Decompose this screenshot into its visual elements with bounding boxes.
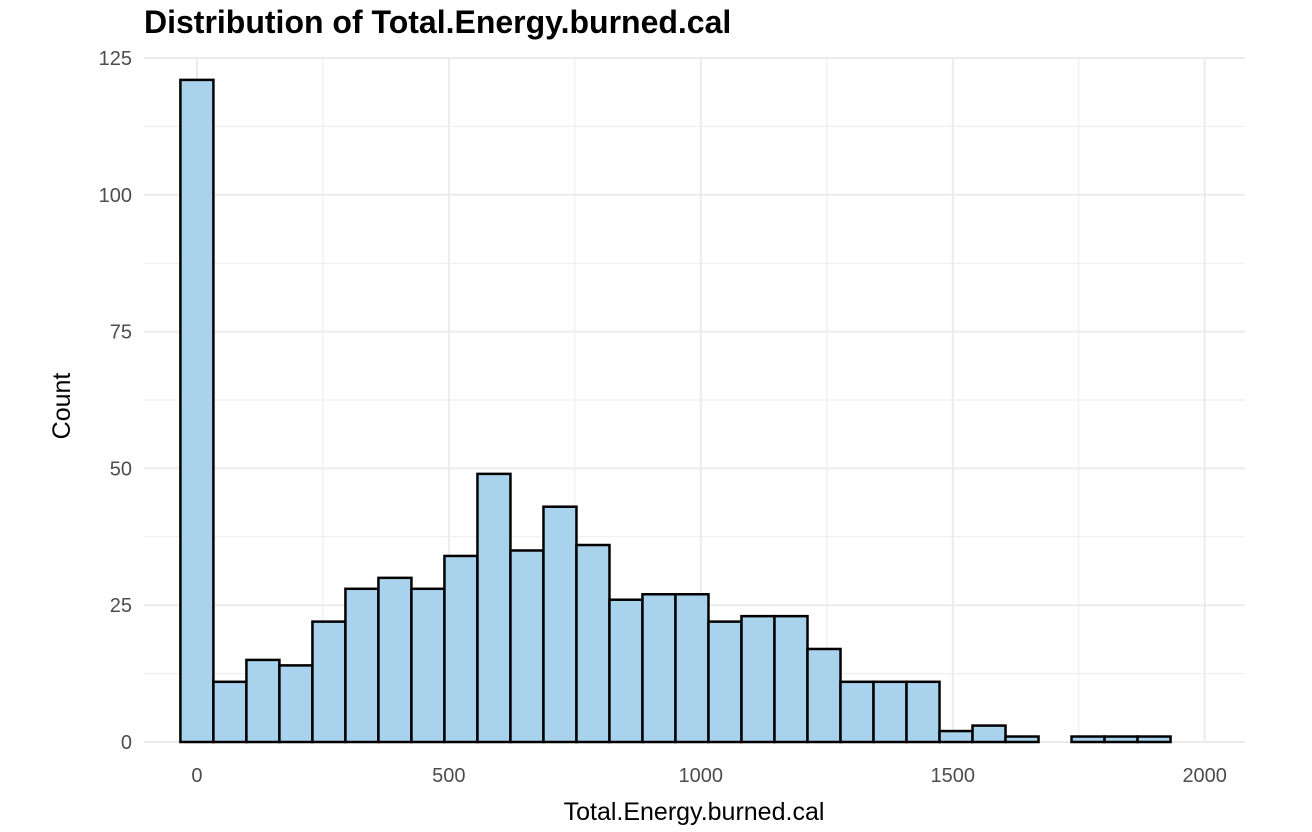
histogram-bar (641, 593, 677, 744)
x-tick-label: 0 (191, 765, 202, 787)
histogram-bar (212, 680, 248, 744)
histogram-bar (674, 593, 710, 744)
histogram-bar (1004, 735, 1040, 744)
histogram-bar (1103, 735, 1139, 744)
x-axis-title: Total.Energy.burned.cal (564, 798, 825, 826)
chart-title: Distribution of Total.Energy.burned.cal (144, 4, 732, 40)
y-axis-ticks: 0 25 50 75 100 125 (99, 48, 132, 754)
histogram-bar (443, 554, 479, 744)
histogram-bar (542, 505, 578, 744)
y-tick-label: 50 (110, 458, 132, 480)
x-axis-ticks: 0 500 1000 1500 2000 (191, 765, 1227, 787)
histogram-bar (509, 549, 545, 744)
histogram-bar (608, 598, 644, 744)
histogram-bar (1136, 735, 1172, 744)
histogram-bar (806, 647, 842, 744)
histogram-bar (938, 729, 974, 744)
histogram-bar (773, 614, 809, 744)
histogram-bar (872, 680, 908, 744)
y-tick-label: 100 (99, 185, 132, 207)
y-tick-label: 125 (99, 48, 132, 70)
histogram-bar (971, 724, 1007, 744)
x-tick-label: 1500 (930, 765, 975, 787)
histogram-bar (377, 576, 413, 744)
histogram-bar (179, 78, 215, 744)
x-tick-label: 500 (432, 765, 465, 787)
histogram-bar (839, 680, 875, 744)
histogram-bar (278, 664, 314, 744)
histogram-bar (245, 658, 281, 744)
histogram-bar (740, 614, 776, 744)
y-axis-title: Count (48, 373, 76, 440)
histogram-bar (707, 620, 743, 744)
x-tick-label: 2000 (1182, 765, 1227, 787)
histogram-bar (1070, 735, 1106, 744)
histogram-bar (410, 587, 446, 744)
histogram-bar (344, 587, 380, 744)
histogram-bar (311, 620, 347, 744)
histogram-bar (476, 472, 512, 744)
histogram-bar (575, 543, 611, 744)
y-tick-label: 0 (121, 732, 132, 754)
histogram-bars (179, 78, 1172, 744)
histogram-bar (905, 680, 941, 744)
x-tick-label: 1000 (679, 765, 724, 787)
y-tick-label: 25 (110, 595, 132, 617)
y-tick-label: 75 (110, 322, 132, 344)
